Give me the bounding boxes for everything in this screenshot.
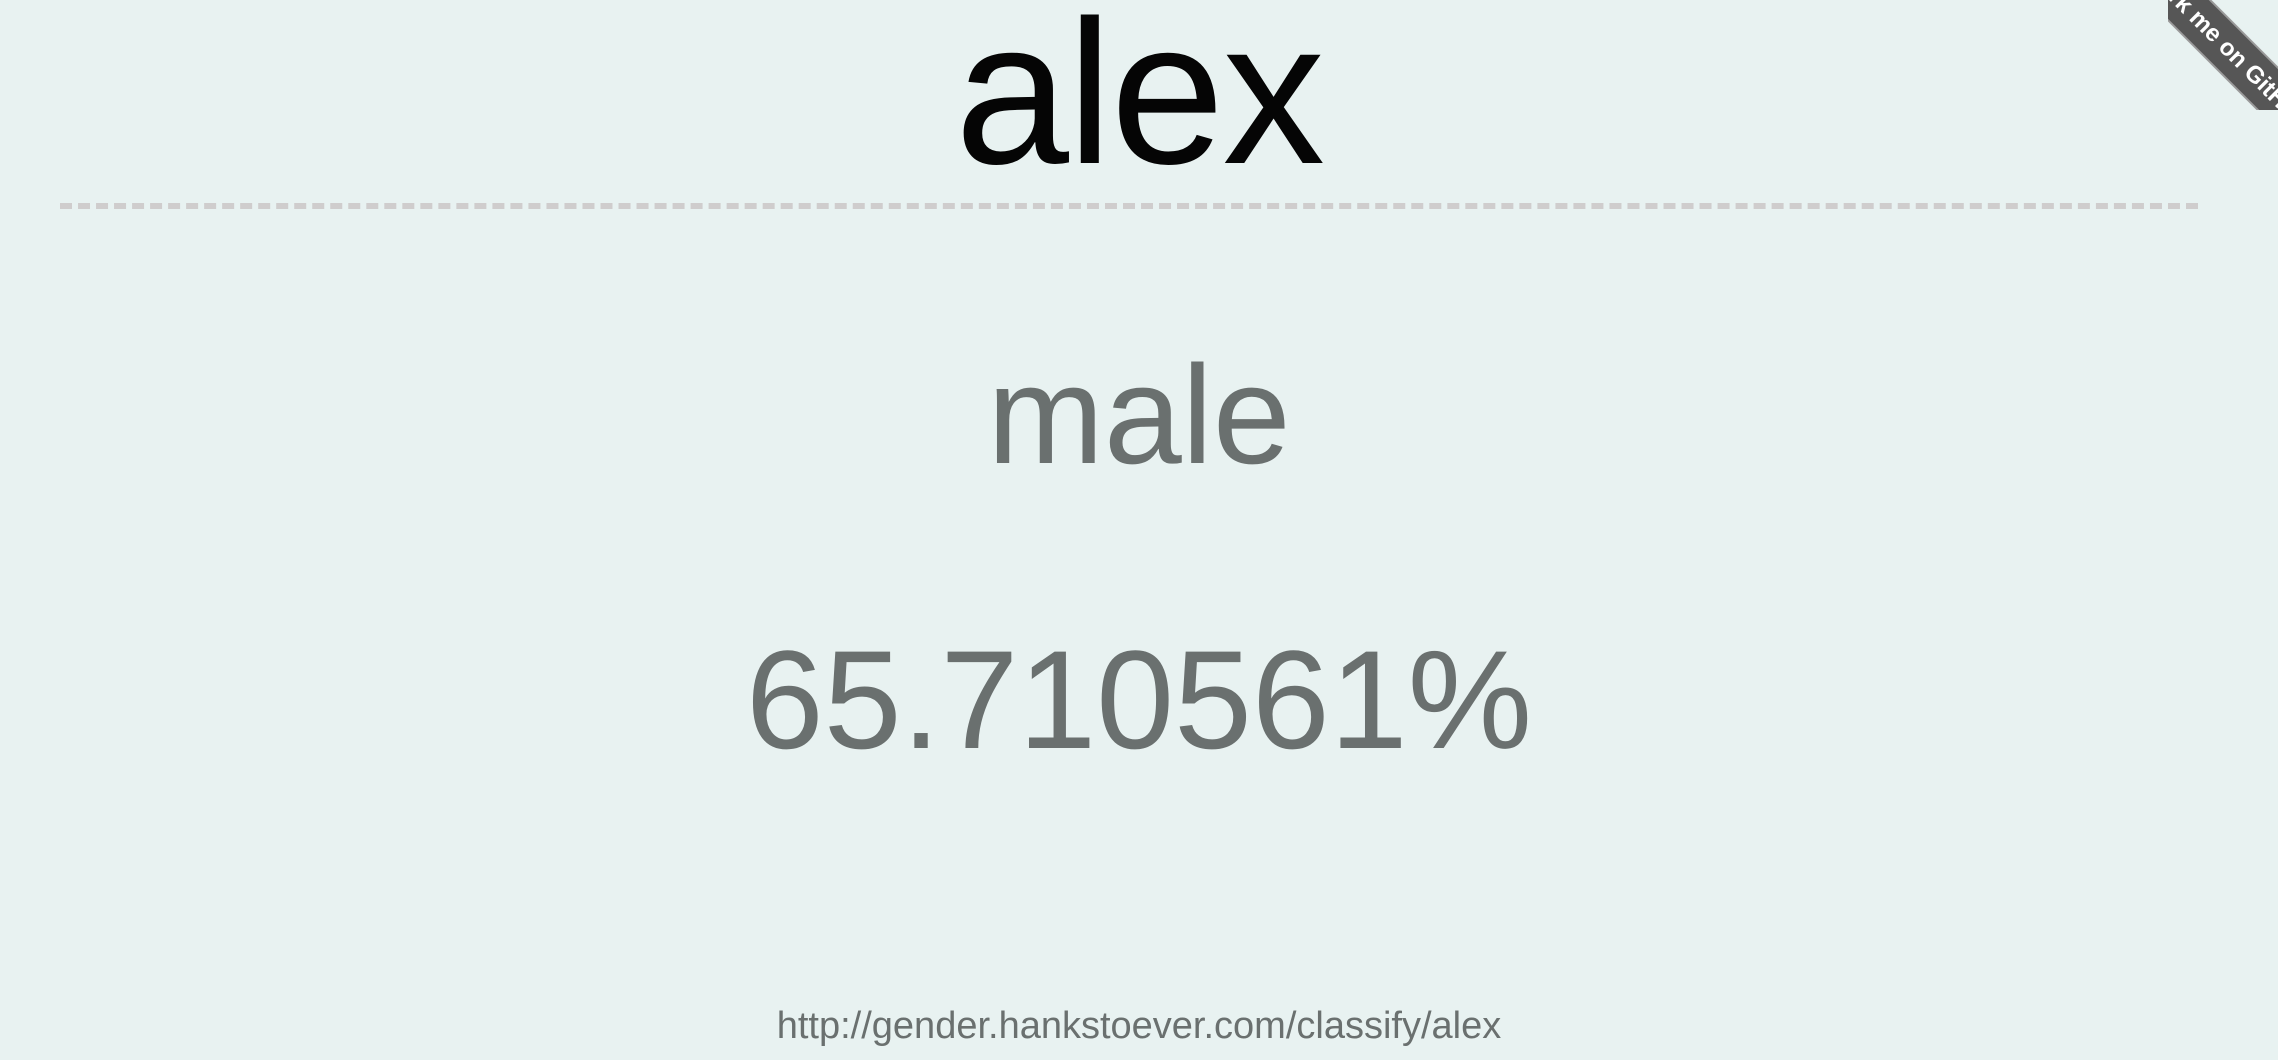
dashed-divider [60,203,2198,209]
probability-value: 65.710561% [745,621,1533,778]
name-heading: alex [954,0,1325,207]
fork-ribbon[interactable]: Fork me on GitHub [2168,0,2278,110]
fork-ribbon-container: Fork me on GitHub [2168,0,2278,110]
classify-url-link[interactable]: http://gender.hankstoever.com/classify/a… [776,1005,1502,1047]
gender-result: male [987,336,1291,493]
